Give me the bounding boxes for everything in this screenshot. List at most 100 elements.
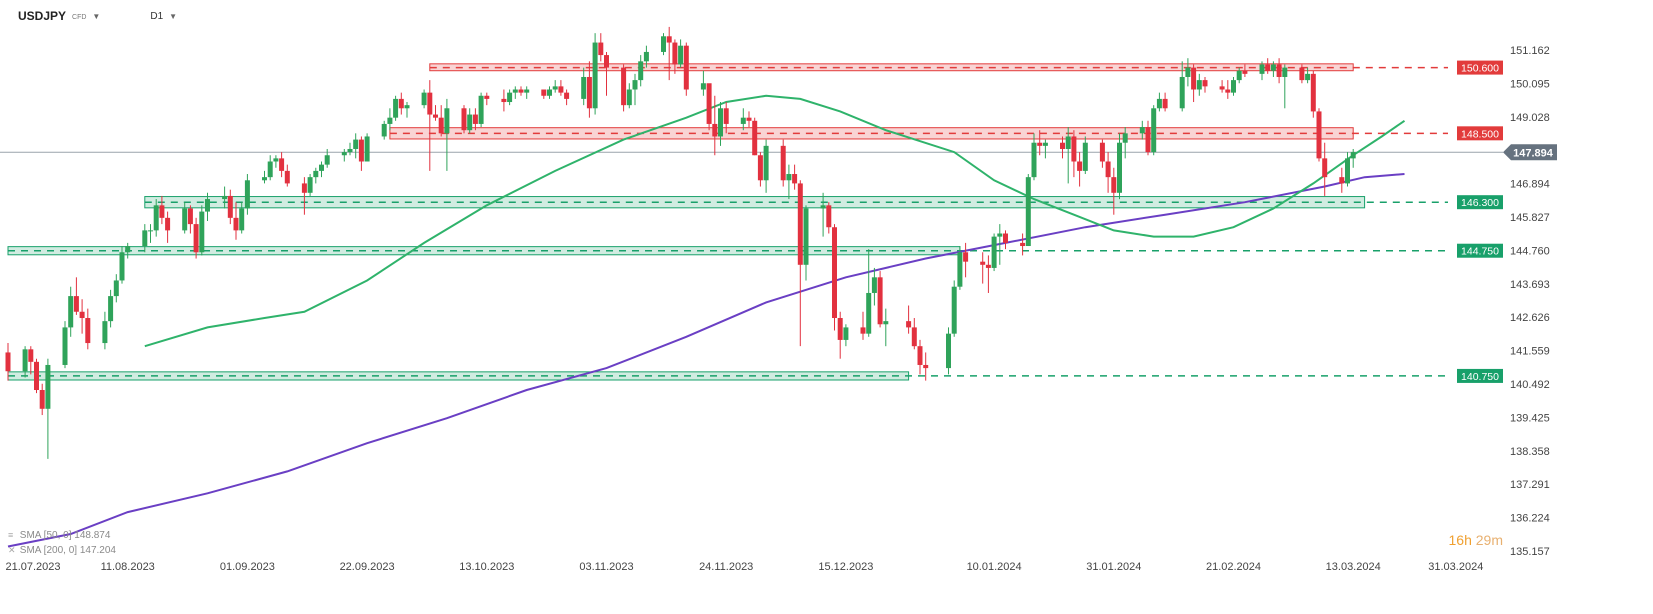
candle [757,152,763,187]
candle-body [957,252,963,287]
candle-body [484,95,490,99]
candle-body [1242,70,1248,74]
candle-body [307,177,313,193]
candle-body [142,230,148,247]
candle-body [205,199,210,212]
candle [604,51,609,96]
candle-body [39,390,45,409]
candle-body [273,158,279,162]
x-tick-label: 01.09.2023 [220,561,275,573]
candle [638,55,644,87]
candle [358,136,364,171]
candle [621,64,627,112]
x-tick-label: 31.03.2024 [1428,561,1483,573]
candle [1185,58,1191,87]
candle-body [963,252,969,262]
candle [1111,167,1117,215]
candle-body [313,170,319,178]
candle [632,73,638,106]
candle-body [199,211,205,253]
sma50-legend[interactable]: ≡ SMA [50, 0] 148.874 [8,530,110,541]
candle [917,339,923,375]
level-tag-144.750: 144.750 [1461,246,1499,258]
candle-body [1060,142,1065,149]
candle-body [387,117,393,124]
candle-body [746,117,752,121]
y-tick-label: 144.760 [1510,245,1550,257]
candle-body [239,208,245,231]
candle [672,39,678,74]
candle [712,95,718,156]
candle-body [621,67,627,106]
candle-body [119,252,125,281]
candle-body [148,230,153,232]
candle [512,86,518,99]
candle [518,86,524,96]
candle [1270,61,1276,77]
candle [797,180,803,347]
candle [643,45,649,68]
candle [877,271,883,328]
candle-body [706,83,712,124]
indicator-settings-icon[interactable]: ≡ [8,530,14,540]
current-price-tag-bg [1503,144,1557,161]
candle [433,105,438,121]
candle [28,346,34,375]
x-tick-label: 10.01.2024 [967,561,1022,573]
candle-body [1151,108,1157,153]
candle-body [1270,64,1276,71]
candle-body [341,152,347,156]
candle-body [1276,64,1282,77]
candle [1025,174,1031,247]
candle-body [1225,89,1231,93]
indicator-close-icon[interactable]: ✕ [8,545,16,555]
candle [113,274,119,303]
candle [558,80,564,96]
candle-body [661,36,666,52]
sma-lines [7,94,1406,548]
candle [997,224,1003,265]
candle [1339,167,1345,193]
timeframe-dropdown-icon[interactable]: ▼ [169,11,178,21]
instrument-type: CFD [72,14,87,21]
candle-body [433,114,438,118]
sma50-line [144,94,1406,348]
candle [598,33,604,62]
candle [906,305,912,334]
candle [182,202,188,234]
candle [1077,152,1083,187]
candle-body [552,86,558,90]
candle [1191,64,1197,103]
candle [341,148,347,162]
candle [706,83,712,131]
candle [1299,64,1305,84]
y-tick-label: 151.162 [1510,45,1550,57]
y-tick-label: 142.626 [1510,312,1550,324]
candle [752,117,758,156]
y-tick-label: 149.028 [1510,112,1550,124]
candle-body [581,76,587,99]
candle [262,170,267,184]
candle-body [1236,70,1242,81]
candle-body [803,208,809,265]
candle-body [227,195,233,218]
candle-body [1299,67,1305,81]
candle [34,358,39,394]
candle [461,105,467,134]
candle-body [1162,98,1168,109]
timeframe-label[interactable]: D1 [150,10,164,22]
x-tick-label: 11.08.2023 [101,561,155,573]
sma200-legend[interactable]: ✕ SMA [200, 0] 147.204 [8,545,116,556]
candle [347,142,353,156]
candle [1020,233,1026,256]
symbol-name[interactable]: USDJPY [18,9,67,23]
candle [946,327,951,375]
symbol-dropdown-icon[interactable]: ▼ [92,11,101,21]
candle-body [672,42,678,65]
candle-body [301,183,307,193]
candle [165,211,171,243]
candle-body [985,264,991,268]
candle-body [723,108,729,124]
candle [661,33,666,56]
